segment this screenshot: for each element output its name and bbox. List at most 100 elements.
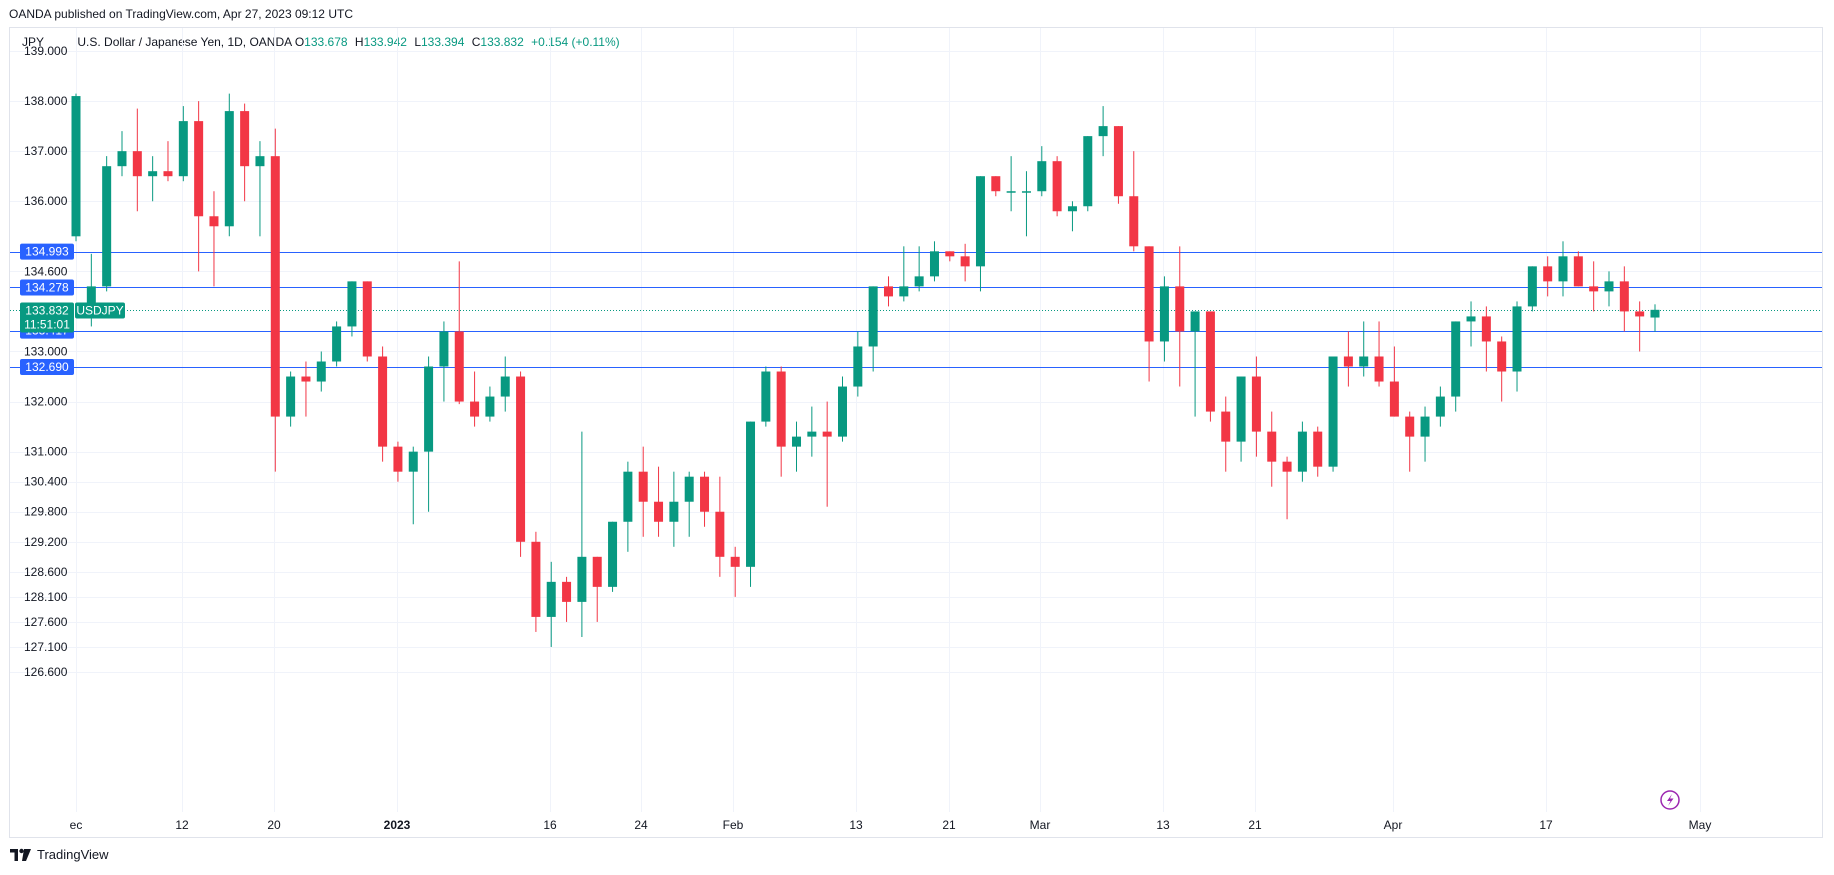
candle-down[interactable] — [960, 243, 970, 282]
candle-down[interactable] — [1405, 411, 1415, 472]
candle-down[interactable] — [378, 346, 388, 462]
candle-down[interactable] — [1282, 456, 1292, 520]
candle-up[interactable] — [347, 281, 357, 337]
candle-down[interactable] — [1267, 411, 1277, 487]
candle-down[interactable] — [1543, 256, 1553, 297]
candle-up[interactable] — [1067, 201, 1077, 232]
candle-up[interactable] — [102, 156, 112, 292]
candle-up[interactable] — [761, 366, 771, 427]
candle-up[interactable] — [899, 246, 909, 302]
candle-down[interactable] — [945, 251, 955, 262]
tradingview-brand[interactable]: TradingView — [10, 847, 109, 862]
candle-up[interactable] — [255, 141, 265, 237]
candle-down[interactable] — [562, 576, 572, 622]
candle-up[interactable] — [577, 431, 587, 637]
candle-up[interactable] — [792, 421, 802, 472]
candle-up[interactable] — [669, 471, 679, 547]
candle-down[interactable] — [700, 471, 710, 527]
candle-down[interactable] — [362, 281, 372, 362]
candle-down[interactable] — [654, 466, 664, 537]
candle-down[interactable] — [1589, 261, 1599, 312]
candle-down[interactable] — [1052, 156, 1062, 217]
candle-up[interactable] — [1236, 376, 1246, 462]
candle-down[interactable] — [638, 446, 648, 537]
candle-up[interactable] — [975, 176, 985, 292]
candle-up[interactable] — [1006, 156, 1016, 212]
candle-up[interactable] — [1021, 171, 1031, 237]
candle-down[interactable] — [883, 276, 893, 307]
candle-up[interactable] — [546, 561, 556, 647]
candle-up[interactable] — [1359, 321, 1369, 377]
candle-down[interactable] — [1205, 311, 1215, 422]
candle-up[interactable] — [1435, 386, 1445, 427]
candle-up[interactable] — [914, 246, 924, 292]
candle-down[interactable] — [991, 176, 1001, 197]
candle-down[interactable] — [1144, 246, 1154, 382]
candle-down[interactable] — [822, 401, 832, 507]
candle-up[interactable] — [316, 351, 326, 392]
candle-up[interactable] — [838, 376, 847, 442]
symbol-description[interactable]: U.S. Dollar / Japanese Yen, 1D, OANDA — [77, 35, 292, 49]
candle-up[interactable] — [608, 521, 618, 592]
candle-up[interactable] — [1512, 301, 1522, 392]
candle-up[interactable] — [853, 331, 863, 397]
candle-up[interactable] — [1297, 421, 1307, 482]
candle-up[interactable] — [1451, 321, 1461, 412]
candle-down[interactable] — [194, 101, 204, 272]
candle-down[interactable] — [1635, 301, 1645, 352]
candle-up[interactable] — [1420, 406, 1430, 462]
candle-down[interactable] — [1573, 251, 1583, 287]
candle-up[interactable] — [1558, 241, 1568, 297]
candle-down[interactable] — [393, 441, 403, 482]
candle-down[interactable] — [1389, 346, 1399, 417]
candle-up[interactable] — [1190, 311, 1200, 417]
candle-down[interactable] — [1343, 331, 1353, 387]
candle-down[interactable] — [776, 366, 786, 477]
candle-down[interactable] — [715, 476, 725, 577]
candle-up[interactable] — [148, 156, 158, 202]
candle-down[interactable] — [270, 128, 280, 472]
candle-down[interactable] — [240, 103, 250, 202]
candle-up[interactable] — [1098, 106, 1108, 157]
candle-down[interactable] — [730, 546, 740, 597]
candle-up[interactable] — [684, 471, 694, 537]
candle-up[interactable] — [424, 356, 434, 512]
candle-up[interactable] — [224, 93, 234, 237]
candle-down[interactable] — [163, 141, 173, 182]
candle-up[interactable] — [1466, 301, 1476, 347]
candle-up[interactable] — [178, 106, 188, 182]
candle-up[interactable] — [746, 421, 756, 587]
candle-up[interactable] — [1527, 266, 1537, 312]
candle-down[interactable] — [1313, 426, 1323, 477]
candle-up[interactable] — [485, 386, 495, 422]
candle-up[interactable] — [500, 356, 510, 412]
candle-down[interactable] — [209, 191, 219, 287]
candle-up[interactable] — [1328, 356, 1338, 472]
candle-down[interactable] — [516, 371, 526, 557]
candle-down[interactable] — [470, 371, 480, 427]
candle-up[interactable] — [1159, 276, 1169, 362]
candle-down[interactable] — [1175, 246, 1185, 387]
candle-down[interactable] — [454, 261, 464, 405]
candle-up[interactable] — [439, 321, 449, 402]
candle-down[interactable] — [592, 556, 602, 622]
candle-down[interactable] — [1619, 266, 1629, 332]
candle-down[interactable] — [1481, 306, 1491, 372]
candle-down[interactable] — [1113, 126, 1123, 204]
candle-down[interactable] — [531, 531, 541, 632]
candle-up[interactable] — [929, 241, 939, 282]
candle-down[interactable] — [1251, 356, 1261, 457]
candle-up[interactable] — [807, 406, 817, 457]
candle-up[interactable] — [623, 461, 633, 552]
lightning-icon[interactable] — [1660, 790, 1680, 810]
candle-up[interactable] — [286, 371, 296, 427]
candle-up[interactable] — [1037, 146, 1047, 197]
candle-up[interactable] — [868, 286, 878, 372]
candle-up[interactable] — [408, 446, 418, 525]
candle-up[interactable] — [1604, 271, 1614, 307]
candle-up[interactable] — [1083, 136, 1093, 212]
candle-down[interactable] — [1129, 151, 1139, 252]
candle-up[interactable] — [332, 321, 342, 367]
candle-down[interactable] — [132, 108, 142, 212]
